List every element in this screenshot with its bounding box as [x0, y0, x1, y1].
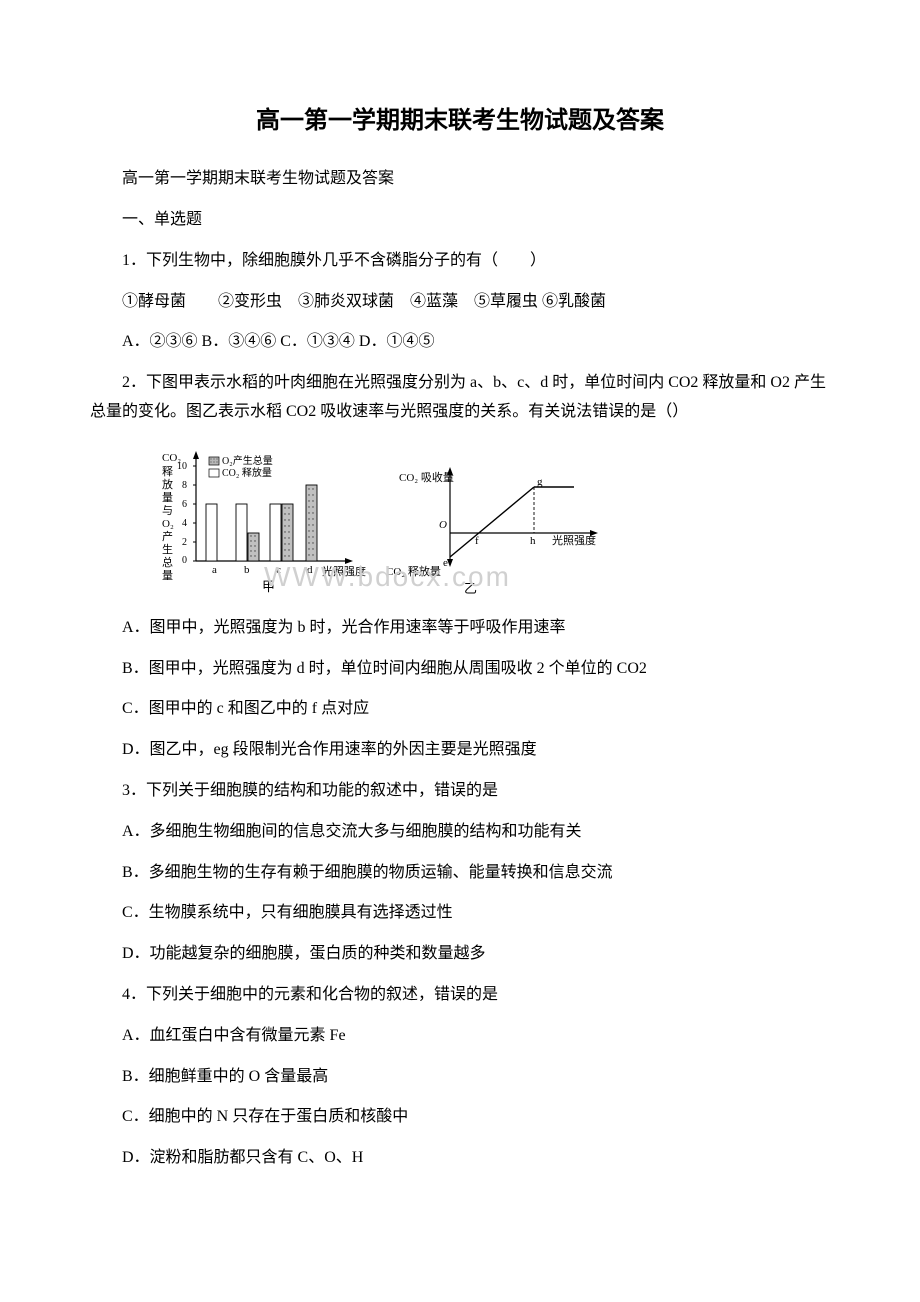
watermark: WWW.bdocx.com — [264, 552, 511, 602]
page-title: 高一第一学期期末联考生物试题及答案 — [90, 100, 830, 143]
svg-text:4: 4 — [182, 518, 187, 529]
svg-text:量: 量 — [162, 491, 173, 504]
q2-optD: D．图乙中，eg 段限制光合作用速率的外因主要是光照强度 — [90, 736, 830, 765]
q4-optC: C．细胞中的 N 只存在于蛋白质和核酸中 — [90, 1103, 830, 1132]
q2-optA: A．图甲中，光照强度为 b 时，光合作用速率等于呼吸作用速率 — [90, 614, 830, 643]
svg-text:总: 总 — [162, 555, 173, 569]
q4-optA: A．血红蛋白中含有微量元素 Fe — [90, 1022, 830, 1051]
svg-text:0: 0 — [182, 555, 187, 566]
svg-text:b: b — [244, 564, 250, 576]
svg-text:10: 10 — [177, 461, 187, 472]
q1-question: 1．下列生物中，除细胞膜外几乎不含磷脂分子的有（ ） — [90, 247, 830, 276]
q3-optA: A．多细胞生物细胞间的信息交流大多与细胞膜的结构和功能有关 — [90, 818, 830, 847]
svg-text:O₂: O₂ — [162, 518, 174, 530]
subtitle: 高一第一学期期末联考生物试题及答案 — [90, 165, 830, 194]
q3-optC: C．生物膜系统中，只有细胞膜具有选择透过性 — [90, 899, 830, 928]
q1-choices: A．②③⑥ B．③④⑥ C．①③④ D．①④⑤ — [90, 328, 830, 357]
q3-optB: B．多细胞生物的生存有赖于细胞膜的物质运输、能量转换和信息交流 — [90, 859, 830, 888]
q1-options-line: ①酵母菌 ②变形虫 ③肺炎双球菌 ④蓝藻 ⑤草履虫 ⑥乳酸菌 — [90, 288, 830, 317]
svg-text:与: 与 — [162, 504, 173, 517]
section-heading: 一、单选题 — [90, 206, 830, 235]
svg-text:CO₂ 释放量: CO₂ 释放量 — [222, 466, 272, 479]
svg-text:光照强度: 光照强度 — [552, 533, 596, 547]
svg-text:O: O — [439, 519, 447, 531]
q2-chart: CO₂ 释 放 量 与 O₂ 产 生 总 量 0 2 4 6 8 10 O₂产生… — [154, 443, 830, 598]
svg-text:量: 量 — [162, 569, 173, 582]
svg-text:放: 放 — [162, 477, 173, 491]
q2-optC: C．图甲中的 c 和图乙中的 f 点对应 — [90, 695, 830, 724]
svg-text:a: a — [212, 564, 217, 576]
svg-text:2: 2 — [182, 537, 187, 548]
svg-text:8: 8 — [182, 480, 187, 491]
svg-text:f: f — [475, 535, 479, 547]
q4-optB: B．细胞鲜重中的 O 含量最高 — [90, 1063, 830, 1092]
svg-text:产: 产 — [162, 529, 173, 543]
q2-question: 2．下图甲表示水稻的叶肉细胞在光照强度分别为 a、b、c、d 时，单位时间内 C… — [90, 369, 830, 427]
svg-text:释: 释 — [162, 465, 173, 478]
q3-optD: D．功能越复杂的细胞膜，蛋白质的种类和数量越多 — [90, 940, 830, 969]
q4-optD: D．淀粉和脂肪都只含有 C、O、H — [90, 1144, 830, 1173]
svg-text:O₂产生总量: O₂产生总量 — [222, 454, 273, 467]
svg-text:g: g — [537, 476, 543, 488]
svg-text:h: h — [530, 535, 536, 547]
q4-question: 4．下列关于细胞中的元素和化合物的叙述，错误的是 — [90, 981, 830, 1010]
svg-text:CO₂ 吸收量: CO₂ 吸收量 — [399, 470, 454, 484]
svg-text:生: 生 — [162, 542, 173, 556]
q3-question: 3．下列关于细胞膜的结构和功能的叙述中，错误的是 — [90, 777, 830, 806]
svg-text:6: 6 — [182, 499, 187, 510]
q2-optB: B．图甲中，光照强度为 d 时，单位时间内细胞从周围吸收 2 个单位的 CO2 — [90, 655, 830, 684]
